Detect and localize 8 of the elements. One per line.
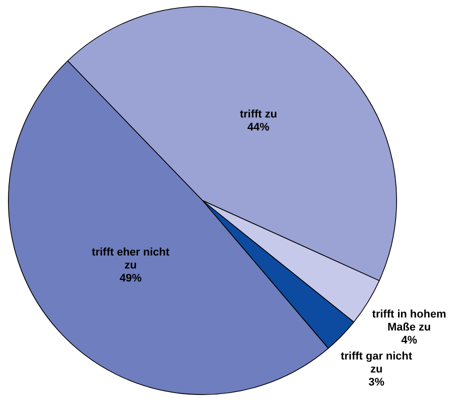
data-label: 3% (368, 376, 385, 389)
slice-label: trifft zu (240, 108, 278, 121)
slice-label: trifft eher nicht zu (92, 246, 170, 272)
data-label: 49% (120, 272, 142, 285)
data-label: 4% (401, 334, 418, 347)
data-label: 44% (247, 122, 270, 134)
slice-label: trifft in hohem Maße zu (372, 308, 446, 334)
slice-label: trifft gar nicht zu (340, 350, 413, 376)
